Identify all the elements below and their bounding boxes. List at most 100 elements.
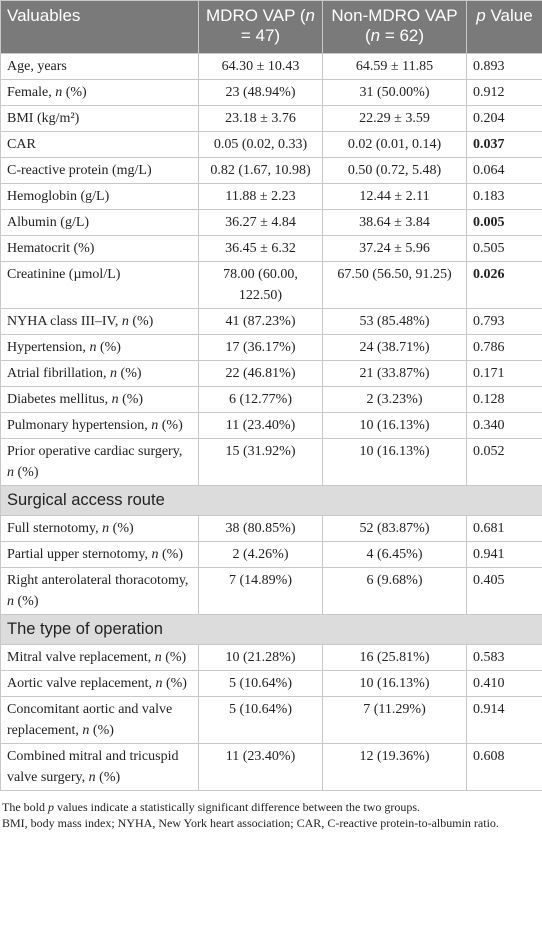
cell: 0.914 <box>466 696 542 744</box>
table-row: Diabetes mellitus, n (%) 6 (12.77%) 2 (3.2… <box>0 386 542 413</box>
cell: 11 (23.40%) <box>198 412 323 439</box>
row-label: Albumin (g/L) <box>0 209 199 236</box>
cell: 41 (87.23%) <box>198 308 323 335</box>
row-label: Pulmonary hypertension, n (%) <box>0 412 199 439</box>
table-row: Hematocrit (%) 36.45 ± 6.32 37.24 ± 5.96 0.… <box>0 235 542 262</box>
row-label: Hypertension, n (%) <box>0 334 199 361</box>
cell: 23 (48.94%) <box>198 79 323 106</box>
cell: 0.410 <box>466 670 542 697</box>
cell: 64.30 ± 10.43 <box>198 53 323 80</box>
cell: 38.64 ± 3.84 <box>322 209 467 236</box>
table-row: Hypertension, n (%) 17 (36.17%) 24 (38.71%… <box>0 334 542 361</box>
row-label: Hemoglobin (g/L) <box>0 183 199 210</box>
cell: 5 (10.64%) <box>198 670 323 697</box>
cell: 15 (31.92%) <box>198 438 323 486</box>
table-row: Atrial fibrillation, n (%) 22 (46.81%) 21 … <box>0 360 542 387</box>
footnote: The bold p values indicate a statistical… <box>2 800 420 814</box>
row-label: Right anterolateral thoracotomy, n (%) <box>0 567 199 615</box>
table-row: C-reactive protein (mg/L) 0.82 (1.67, 10.… <box>0 157 542 184</box>
table-row: NYHA class III–IV, n (%) 41 (87.23%) 53 (8… <box>0 308 542 335</box>
cell: 37.24 ± 5.96 <box>322 235 467 262</box>
cell: 0.204 <box>466 105 542 132</box>
table-row: Mitral valve replacement, n (%) 10 (21.28… <box>0 644 542 671</box>
table-row: Aortic valve replacement, n (%) 5 (10.64%… <box>0 670 542 697</box>
row-label: C-reactive protein (mg/L) <box>0 157 199 184</box>
table-row: CAR 0.05 (0.02, 0.33) 0.02 (0.01, 0.14) 0.0… <box>0 131 542 158</box>
section-title: The type of operation <box>0 614 542 645</box>
cell: 0.50 (0.72, 5.48) <box>322 157 467 184</box>
cell: 17 (36.17%) <box>198 334 323 361</box>
cell: 0.793 <box>466 308 542 335</box>
cell: 78.00 (60.00, 122.50) <box>198 261 323 309</box>
cell: 2 (3.23%) <box>322 386 467 413</box>
row-label: Combined mitral and tricuspid valve surg… <box>0 743 199 791</box>
cell: 0.128 <box>466 386 542 413</box>
table-row: Age, years 64.30 ± 10.43 64.59 ± 11.85 0.89… <box>0 53 542 80</box>
cell: 0.026 <box>466 261 542 309</box>
header-cell: MDRO VAP (n = 47) <box>198 0 323 54</box>
cell: 10 (21.28%) <box>198 644 323 671</box>
cell: 0.681 <box>466 515 542 542</box>
cell: 0.941 <box>466 541 542 568</box>
row-label: Atrial fibrillation, n (%) <box>0 360 199 387</box>
header-cell: p Value <box>466 0 542 54</box>
row-label: Concomitant aortic and valve replacement… <box>0 696 199 744</box>
cell: 6 (9.68%) <box>322 567 467 615</box>
cell: 52 (83.87%) <box>322 515 467 542</box>
section-row: Surgical access route <box>0 485 542 516</box>
row-label: Aortic valve replacement, n (%) <box>0 670 199 697</box>
cell: 0.912 <box>466 79 542 106</box>
cell: 0.037 <box>466 131 542 158</box>
cell: 36.27 ± 4.84 <box>198 209 323 236</box>
cell: 67.50 (56.50, 91.25) <box>322 261 467 309</box>
table-row: Albumin (g/L) 36.27 ± 4.84 38.64 ± 3.84 0.0… <box>0 209 542 236</box>
cell: 7 (14.89%) <box>198 567 323 615</box>
cell: 31 (50.00%) <box>322 79 467 106</box>
cell: 24 (38.71%) <box>322 334 467 361</box>
row-label: Creatinine (µmol/L) <box>0 261 199 309</box>
row-label: BMI (kg/m²) <box>0 105 199 132</box>
table-row: Concomitant aortic and valve replacement… <box>0 696 542 744</box>
table-row: Combined mitral and tricuspid valve surg… <box>0 743 542 791</box>
table-row: Right anterolateral thoracotomy, n (%) 7 … <box>0 567 542 615</box>
row-label: NYHA class III–IV, n (%) <box>0 308 199 335</box>
table-row: Creatinine (µmol/L) 78.00 (60.00, 122.50)… <box>0 261 542 309</box>
footnote: BMI, body mass index; NYHA, New York hea… <box>2 816 499 830</box>
cell: 0.405 <box>466 567 542 615</box>
cell: 0.340 <box>466 412 542 439</box>
section-row: The type of operation <box>0 614 542 645</box>
cell: 23.18 ± 3.76 <box>198 105 323 132</box>
cell: 4 (6.45%) <box>322 541 467 568</box>
cell: 0.786 <box>466 334 542 361</box>
cell: 0.005 <box>466 209 542 236</box>
cell: 38 (80.85%) <box>198 515 323 542</box>
cell: 36.45 ± 6.32 <box>198 235 323 262</box>
row-label: Mitral valve replacement, n (%) <box>0 644 199 671</box>
cell: 2 (4.26%) <box>198 541 323 568</box>
cell: 0.82 (1.67, 10.98) <box>198 157 323 184</box>
table-row: Hemoglobin (g/L) 11.88 ± 2.23 12.44 ± 2.11… <box>0 183 542 210</box>
cell: 11 (23.40%) <box>198 743 323 791</box>
table-row: Full sternotomy, n (%) 38 (80.85%) 52 (83.… <box>0 515 542 542</box>
row-label: Prior operative cardiac surgery, n (%) <box>0 438 199 486</box>
table-row: Female, n (%) 23 (48.94%) 31 (50.00%) 0.912 <box>0 79 542 106</box>
cell: 53 (85.48%) <box>322 308 467 335</box>
cell: 0.893 <box>466 53 542 80</box>
header-cell: Valuables <box>0 0 199 54</box>
cell: 0.171 <box>466 360 542 387</box>
cell: 0.583 <box>466 644 542 671</box>
cell: 22 (46.81%) <box>198 360 323 387</box>
cell: 0.02 (0.01, 0.14) <box>322 131 467 158</box>
cell: 21 (33.87%) <box>322 360 467 387</box>
data-table: Valuables MDRO VAP (n = 47) Non-MDRO VAP (… <box>0 0 542 791</box>
cell: 7 (11.29%) <box>322 696 467 744</box>
cell: 0.052 <box>466 438 542 486</box>
row-label: CAR <box>0 131 199 158</box>
row-label: Partial upper sternotomy, n (%) <box>0 541 199 568</box>
cell: 6 (12.77%) <box>198 386 323 413</box>
table-row: Prior operative cardiac surgery, n (%) 15… <box>0 438 542 486</box>
row-label: Female, n (%) <box>0 79 199 106</box>
cell: 12.44 ± 2.11 <box>322 183 467 210</box>
cell: 0.608 <box>466 743 542 791</box>
header-cell: Non-MDRO VAP (n = 62) <box>322 0 467 54</box>
